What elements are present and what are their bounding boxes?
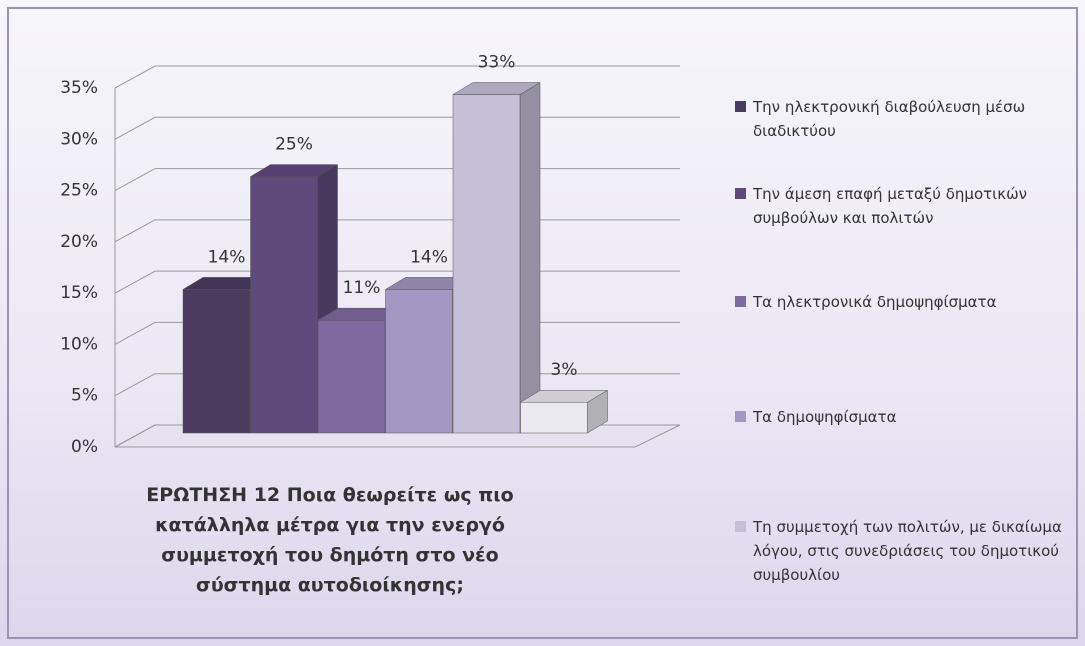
legend-entry: Την ηλεκτρονική διαβούλευση μέσω διαδικτ…	[735, 95, 1083, 143]
legend-label: Τα δημοψηφίσματα	[753, 408, 897, 426]
data-label: 14%	[208, 247, 246, 267]
bar-front	[182, 289, 251, 434]
y-tick-label: 20%	[60, 232, 98, 252]
legend-entry: Τη συμμετοχή των πολιτών, με δικαίωμα λό…	[735, 515, 1083, 587]
frame	[7, 7, 1078, 639]
data-label: 33%	[478, 53, 516, 73]
y-tick-label: 15%	[60, 283, 98, 303]
chart-title: ΕΡΩΤΗΣΗ 12 Ποια θεωρείτε ως πιο κατάλληλ…	[146, 484, 514, 596]
bar-front	[520, 401, 588, 434]
y-tick-label: 10%	[60, 334, 98, 354]
data-label: 25%	[275, 135, 313, 155]
bar-top	[452, 82, 541, 95]
y-tick-label: 5%	[71, 386, 98, 406]
legend-swatch	[735, 101, 746, 112]
grid-line	[114, 65, 680, 89]
legend-label: Τα ηλεκτρονικά δημοψηφίσματα	[753, 293, 997, 311]
bar-front	[317, 319, 386, 434]
data-label: 14%	[410, 247, 448, 267]
data-label: 11%	[343, 278, 381, 298]
y-tick-label: 30%	[60, 129, 98, 149]
legend-label: Τη συμμετοχή των πολιτών, με δικαίωμα λό…	[753, 518, 1062, 584]
grid-line	[114, 116, 680, 140]
bar	[519, 389, 609, 434]
legend-swatch	[735, 296, 746, 307]
bar-front	[250, 176, 318, 434]
legend-entry: Την άμεση επαφή μεταξύ δημοτικών συμβούλ…	[735, 182, 1083, 230]
grid-line	[114, 168, 680, 192]
bar-front	[385, 289, 453, 434]
grid-line	[114, 219, 680, 243]
legend-swatch	[735, 521, 746, 532]
y-tick-label: 25%	[60, 181, 98, 201]
bar-top	[519, 389, 609, 403]
bar-top	[249, 164, 339, 177]
legend-label: Την άμεση επαφή μεταξύ δημοτικών συμβούλ…	[753, 185, 1028, 227]
legend-swatch	[735, 411, 746, 422]
data-label: 3%	[551, 360, 578, 380]
bar-front	[452, 94, 521, 434]
legend-label: Την ηλεκτρονική διαβούλευση μέσω διαδικτ…	[753, 98, 1026, 140]
legend-swatch	[735, 188, 746, 199]
legend-entry: Τα δημοψηφίσματα	[735, 405, 1083, 429]
legend-entry: Τα ηλεκτρονικά δημοψηφίσματα	[735, 290, 1083, 314]
bar-side	[519, 82, 541, 434]
y-tick-label: 0%	[71, 437, 98, 457]
bar	[452, 82, 541, 434]
y-tick-label: 35%	[60, 78, 98, 98]
